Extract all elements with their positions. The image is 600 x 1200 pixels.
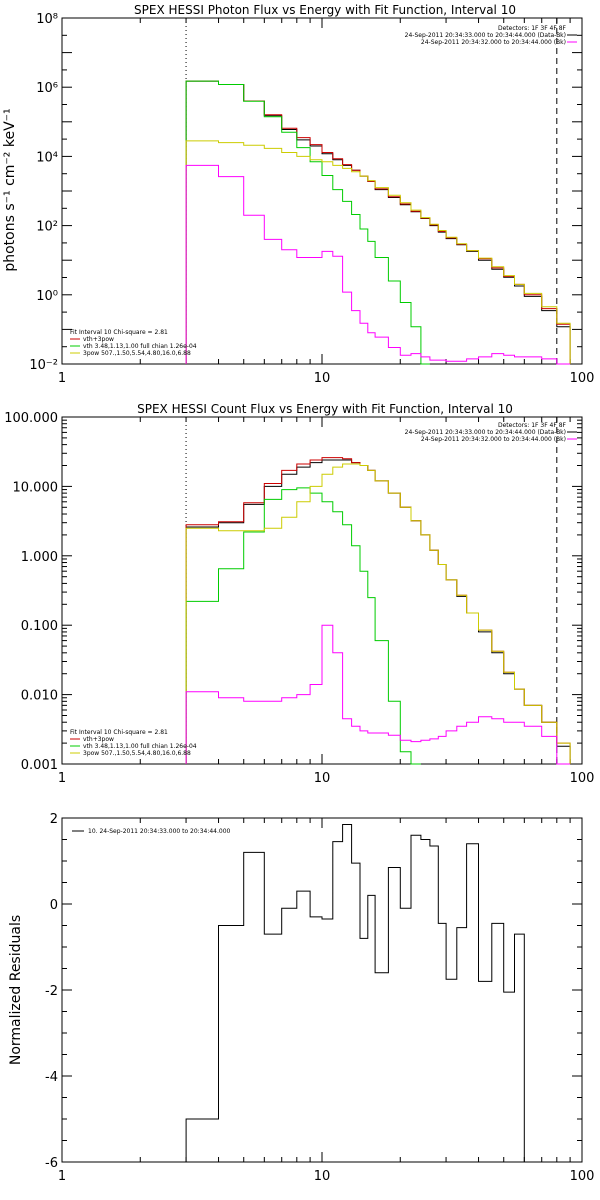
series-3pow-line [185,463,571,764]
legend-vth: vth 3.48,1.13,1.00 full chian 1.26e-04 [83,743,197,750]
series-vth-line [185,80,430,365]
y-tick-label: 10² [36,220,58,235]
legend-detectors: Detectors: 1F 3F 4F 8F [498,25,567,32]
legend-3pow: 3pow 507.,1.50,5.54,4.80,16.0,6.88 [83,350,191,357]
legend-total: vth+3pow [83,736,114,743]
count-flux-legend-lower-left: Fit Interval 10 Chi-square = 2.81 vth+3p… [70,729,197,757]
x-tick-label: 10 [314,371,331,386]
series-vth-3pow-line [185,80,571,364]
series-vth-line [185,487,421,765]
y-tick-label: 2 [50,812,58,827]
photon-flux-title: SPEX HESSI Photon Flux vs Energy with Fi… [134,3,516,17]
count-flux-legend-upper-right: Detectors: 1F 3F 4F 8F 24-Sep-2011 20:34… [405,422,577,443]
plot-frame [61,17,583,365]
photon-flux-ylabel: photons s⁻¹ cm⁻² keV⁻¹ [2,108,18,271]
residuals-legend: 10. 24-Sep-2011 20:34:33.000 to 20:34:44… [72,828,231,835]
x-tick-label: 100 [570,771,595,786]
legend-data-bk: 24-Sep-2011 20:34:33.000 to 20:34:44.000… [405,429,566,436]
legend-total: vth+3pow [83,336,114,343]
y-tick-label: 0.001 [21,758,58,773]
y-tick-label: 1.000 [21,550,58,565]
y-tick-label: 10⁰ [36,289,58,304]
series-bk-line [185,164,571,365]
legend-bk: 24-Sep-2011 20:34:32.000 to 20:34:44.000… [421,436,566,443]
series-3pow-line [185,140,571,364]
legend-data-bk: 24-Sep-2011 20:34:33.000 to 20:34:44.000… [405,32,566,39]
x-tick-label: 10 [314,771,331,786]
y-tick-label: 0.100 [21,619,58,634]
x-tick-label: 1 [58,1169,66,1184]
y-tick-label: 10⁻² [29,358,58,373]
photon-flux-legend-upper-right: Detectors: 1F 3F 4F 8F 24-Sep-2011 20:34… [405,25,577,46]
y-tick-label: 0 [50,898,58,913]
legend-detectors: Detectors: 1F 3F 4F 8F [498,422,567,429]
residuals-plot-area: 1 10 100 -6 -4 -2 0 2 [45,812,594,1184]
count-flux-title: SPEX HESSI Count Flux vs Energy with Fit… [137,402,513,416]
y-tick-label: 10⁶ [36,81,58,96]
photon-flux-legend-lower-left: Fit Interval 10 Chi-square = 2.81 vth+3p… [70,329,197,357]
y-tick-label: 10⁴ [36,150,58,165]
x-tick-label: 10 [314,1169,331,1184]
residuals-ylabel: Normalized Residuals [8,915,24,1065]
legend-bk: 24-Sep-2011 20:34:32.000 to 20:34:44.000… [421,39,566,46]
count-flux-plot-area: 1 10 100 0.001 0.010 0.100 1.000 10.000 100.000 [4,411,594,786]
count-flux-panel: SPEX HESSI Count Flux vs Energy with Fit… [4,402,594,786]
x-tick-label: 100 [570,371,595,386]
y-tick-label: -2 [45,984,58,999]
residuals-panel: Normalized Residuals 1 10 100 -6 -4 -2 0 2 10. … [8,812,594,1184]
x-tick-label: 1 [58,771,66,786]
residuals-legend-text: 10. 24-Sep-2011 20:34:33.000 to 20:34:44… [88,828,231,835]
legend-fit-interval: Fit Interval 10 Chi-square = 2.81 [70,729,168,736]
series-vth-3pow-line [185,457,571,764]
series-bk-line [185,624,571,765]
series-10-24-sep-2011-20-34-33-000-to-20-34-44-000-line [185,824,542,1163]
photon-flux-plot-area: 1 10 100 10⁻² 10⁰ 10² 10⁴ 10⁶ 10⁸ [29,12,594,386]
y-tick-label: 100.000 [4,411,58,426]
y-tick-label: -6 [45,1156,58,1171]
legend-vth: vth 3.48,1.13,1.00 full chian 1.26e-04 [83,343,197,350]
y-tick-label: 10.000 [13,480,59,495]
series-data-bk-line [185,80,571,364]
x-tick-label: 1 [58,371,66,386]
plot-frame [61,416,583,765]
photon-flux-panel: SPEX HESSI Photon Flux vs Energy with Fi… [2,3,594,386]
y-tick-label: 10⁸ [36,12,58,27]
legend-3pow: 3pow 507.,1.50,5.54,4.80,16.0,6.88 [83,750,191,757]
legend-fit-interval: Fit Interval 10 Chi-square = 2.81 [70,329,168,336]
y-tick-label: -4 [45,1070,58,1085]
x-tick-label: 100 [570,1169,595,1184]
y-tick-label: 0.010 [21,689,58,704]
